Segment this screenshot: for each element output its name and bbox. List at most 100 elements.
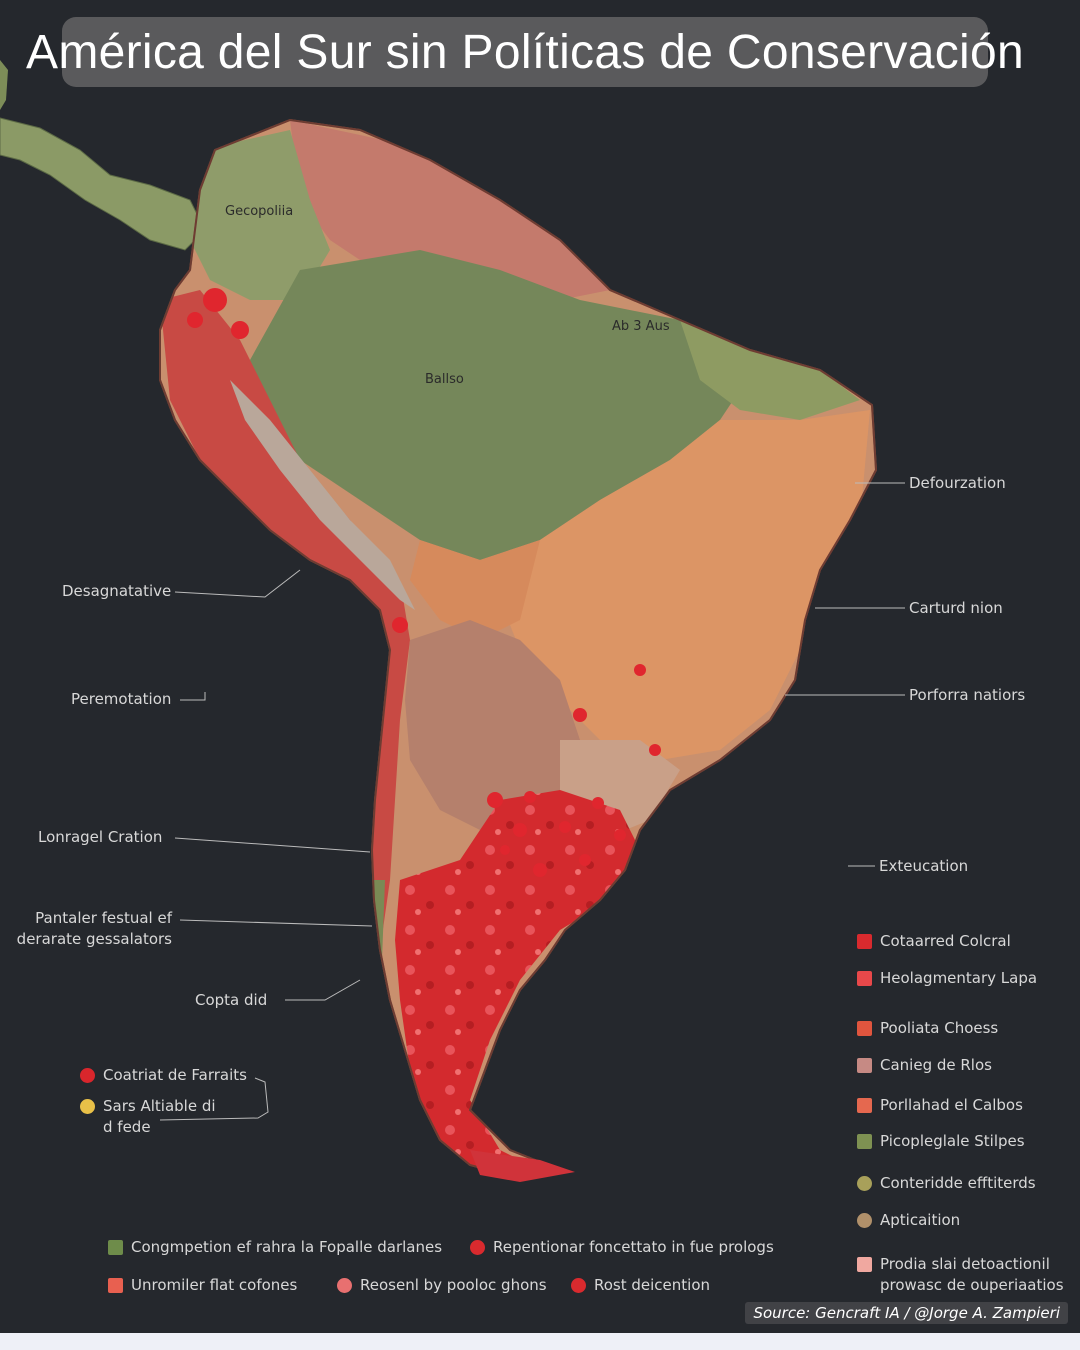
callout-carturd: Carturd nion	[909, 599, 1003, 617]
legend-item-right-5: Picopleglale Stilpes	[857, 1131, 1025, 1152]
legend-swatch-icon	[857, 1134, 872, 1149]
legend-item-bottom-1: Repentionar foncettato in fue prologs	[470, 1237, 774, 1258]
callout-porforra: Porforra natiors	[909, 686, 1026, 704]
hotspot-dots	[187, 288, 661, 877]
hotspot-dot	[203, 288, 227, 312]
legend-swatch-icon	[857, 1257, 872, 1272]
legend-bracket	[159, 1077, 269, 1121]
legend-swatch-icon	[857, 1058, 872, 1073]
legend-swatch-icon	[108, 1240, 123, 1255]
legend-swatch-icon	[857, 1098, 872, 1113]
hotspot-dot	[187, 312, 203, 328]
hotspot-dot	[559, 821, 571, 833]
central-america	[0, 117, 206, 251]
leader-line-pantaler	[179, 919, 373, 927]
legend-label: Heolagmentary Lapa	[880, 969, 1038, 987]
region-andes-red	[160, 290, 410, 950]
title-banner: América del Sur sin Políticas de Conserv…	[26, 17, 1024, 87]
legend-item-left-0: Coatriat de Farraits	[80, 1065, 247, 1086]
callout-pantaler: Pantaler festual ef derarate gessalators	[16, 909, 172, 948]
region-brazil-orange	[500, 410, 870, 760]
legend-label: Conteridde efftiterds	[880, 1174, 1036, 1192]
legend-swatch-icon	[857, 971, 872, 986]
map-label-colombia: Gecopoliia	[225, 204, 293, 219]
callout-deforestacion: Defourzation	[909, 474, 1006, 492]
legend-item-right-1: Heolagmentary Lapa	[857, 968, 1037, 989]
legend-item-right-4: Porllahad el Calbos	[857, 1095, 1023, 1116]
callout-peremotation: Peremotation	[71, 690, 172, 708]
legend-swatch-icon	[470, 1240, 485, 1255]
legend-swatch-icon	[857, 934, 872, 949]
legend-swatch-icon	[80, 1068, 95, 1083]
hotspot-dot	[592, 797, 604, 809]
legend-label: Apticaition	[880, 1211, 961, 1229]
hotspot-dot	[500, 845, 510, 855]
legend-item-right-6: Conteridde efftiterds	[857, 1173, 1036, 1194]
callout-copta: Copta did	[195, 991, 268, 1009]
legend-swatch-icon	[337, 1278, 352, 1293]
legend-item-right-3: Canieg de Rlos	[857, 1055, 992, 1076]
top-left-land	[0, 60, 8, 110]
legend-item-right-7: Apticaition	[857, 1210, 960, 1231]
callout-lonragel: Lonragel Cration	[38, 828, 163, 846]
leader-line-copta	[285, 979, 361, 1001]
legend-item-right-2: Pooliata Choess	[857, 1018, 998, 1039]
hotspot-dot	[533, 863, 547, 877]
region-andes-ridge	[230, 380, 415, 610]
source-credit: Source: Gencraft IA / @Jorge A. Zampieri	[745, 1302, 1068, 1324]
hotspot-dot	[614, 829, 626, 841]
hotspot-dot	[487, 792, 503, 808]
legend-label: Repentionar foncettato in fue prologs	[493, 1238, 774, 1256]
tierra-del-fuego	[470, 1150, 575, 1182]
legend-label: Reosenl by pooloc ghons	[360, 1276, 547, 1294]
legend-label: Unromiler flat cofones	[131, 1276, 298, 1294]
legend-item-bottom-2: Unromiler flat cofones	[108, 1275, 297, 1296]
callout-exteucation: Exteucation	[879, 857, 969, 875]
hotspot-dot	[231, 321, 249, 339]
leader-line-lonragel	[174, 837, 371, 853]
region-northeast-green	[680, 320, 860, 420]
legend-label: Rost deicention	[594, 1276, 711, 1294]
hotspot-dot	[524, 791, 536, 803]
page-title: América del Sur sin Políticas de Conserv…	[26, 25, 1024, 79]
legend-label: Porllahad el Calbos	[880, 1096, 1023, 1114]
map-label-center: Ballso	[425, 372, 464, 387]
legend-item-bottom-4: Rost deicention	[571, 1275, 710, 1296]
legend-item-right-8: Prodia slai detoactionil prowasc de oupe…	[857, 1254, 1064, 1296]
legend-label: Congmpetion ef rahra la Fopalle darlanes	[131, 1238, 443, 1256]
legend-label: Picopleglale Stilpes	[880, 1132, 1025, 1150]
legend-label: Cotaarred Colcral	[880, 932, 1011, 950]
leader-line-desagnatative	[174, 569, 301, 598]
region-argentina-red	[395, 790, 640, 1170]
legend-swatch-icon	[857, 1021, 872, 1036]
legend-label: Pooliata Choess	[880, 1019, 999, 1037]
region-chaco-brown	[405, 620, 580, 830]
region-amazon	[250, 250, 760, 560]
region-central-orange	[410, 540, 540, 640]
legend-label: Coatriat de Farraits	[103, 1066, 247, 1084]
hotspot-dot	[634, 664, 646, 676]
region-colombia	[190, 130, 330, 300]
legend-item-left-1: Sars Altiable di d fede	[80, 1096, 216, 1138]
hotspot-dot	[392, 617, 408, 633]
legend-label: Prodia slai detoactionil prowasc de oupe…	[880, 1255, 1064, 1294]
legend-swatch-icon	[80, 1099, 95, 1114]
legend-label: Canieg de Rlos	[880, 1056, 992, 1074]
legend-swatch-icon	[108, 1278, 123, 1293]
legend-swatch-icon	[571, 1278, 586, 1293]
legend-label: Sars Altiable di d fede	[103, 1097, 216, 1136]
region-north-pink	[290, 120, 610, 300]
hotspot-dot	[573, 708, 587, 722]
hotspot-dot	[579, 854, 591, 866]
hotspot-dot	[649, 744, 661, 756]
bottom-strip	[0, 1333, 1080, 1350]
legend-swatch-icon	[857, 1213, 872, 1228]
hotspot-dot	[513, 823, 527, 837]
leader-line-peremotation	[180, 692, 206, 701]
legend-swatch-icon	[857, 1176, 872, 1191]
callout-desagnatative: Desagnatative	[62, 582, 172, 600]
legend-item-right-0: Cotaarred Colcral	[857, 931, 1011, 952]
legend-item-bottom-3: Reosenl by pooloc ghons	[337, 1275, 547, 1296]
map-label-northeast: Ab 3 Aus	[612, 319, 670, 334]
